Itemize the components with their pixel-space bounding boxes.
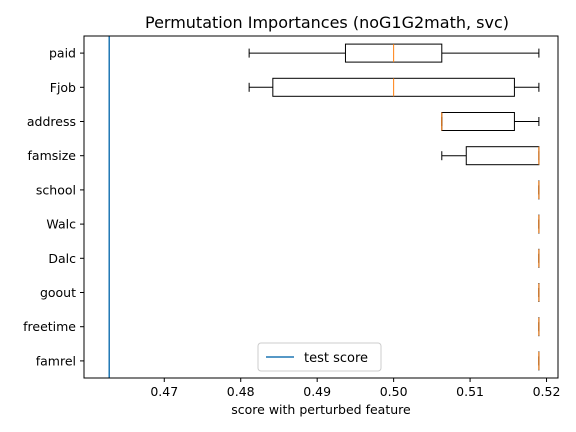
chart-title: Permutation Importances (noG1G2math, svc… (145, 13, 509, 32)
x-tick-label: 0.52 (533, 384, 561, 399)
x-axis-label: score with perturbed feature (231, 402, 411, 417)
x-tick-label: 0.50 (380, 384, 408, 399)
y-tick-label-address: address (27, 114, 76, 129)
legend: test score (257, 342, 382, 372)
y-tick-label-famrel: famrel (36, 353, 76, 368)
y-tick-label-walc: Walc (46, 217, 76, 232)
y-tick-label-paid: paid (49, 46, 76, 61)
box-address (441, 112, 515, 131)
box-famsize (465, 146, 540, 166)
y-tick-label-dalc: Dalc (48, 251, 76, 266)
axes-frame (83, 35, 559, 379)
legend-test-score-label: test score (304, 351, 368, 366)
y-tick-label-famsize: famsize (28, 148, 77, 163)
x-tick-label: 0.51 (456, 384, 484, 399)
x-tick-label: 0.49 (303, 384, 331, 399)
y-tick-label-goout: goout (40, 285, 76, 300)
y-tick-label-fjob: Fjob (50, 80, 76, 95)
y-tick-label-school: school (36, 182, 76, 197)
y-tick-label-freetime: freetime (23, 319, 76, 334)
legend-box (257, 342, 382, 372)
x-tick-label: 0.47 (150, 384, 178, 399)
plot-area: 0.47 0.48 0.49 0.50 0.51 0.52 paid Fjob address f… (23, 36, 560, 399)
x-tick-label: 0.48 (227, 384, 255, 399)
